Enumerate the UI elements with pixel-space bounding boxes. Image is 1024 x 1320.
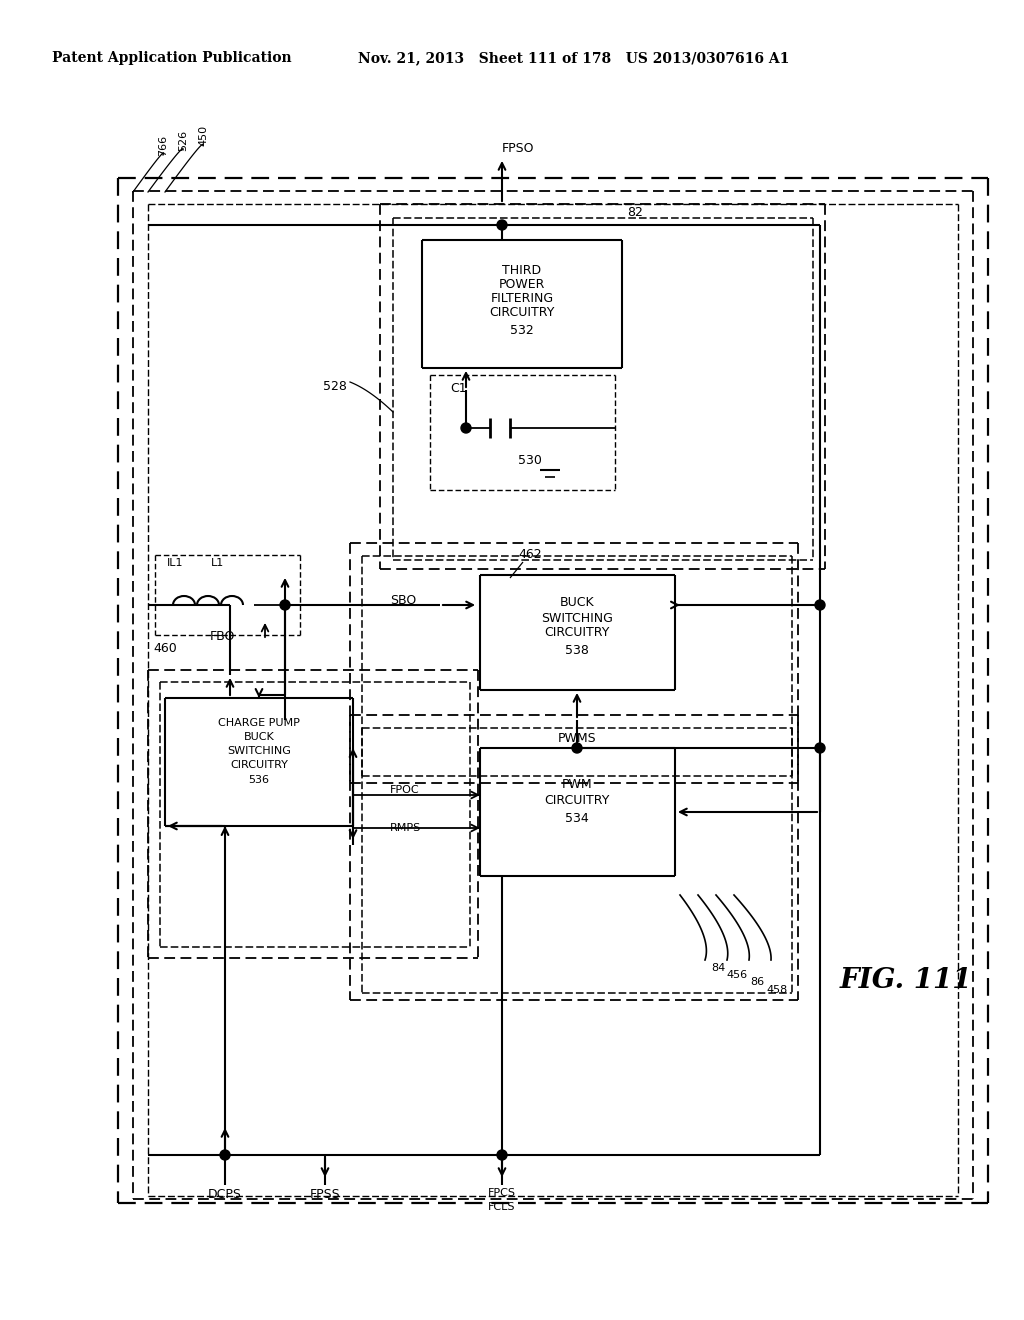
Text: 528: 528 [323, 380, 347, 393]
Text: 526: 526 [178, 129, 188, 150]
Text: CIRCUITRY: CIRCUITRY [230, 760, 288, 770]
Circle shape [461, 422, 471, 433]
Circle shape [497, 1150, 507, 1160]
Text: Patent Application Publication: Patent Application Publication [52, 51, 292, 65]
Circle shape [497, 220, 507, 230]
Text: L1: L1 [210, 558, 223, 568]
Text: 532: 532 [510, 323, 534, 337]
Text: Nov. 21, 2013   Sheet 111 of 178   US 2013/0307616 A1: Nov. 21, 2013 Sheet 111 of 178 US 2013/0… [358, 51, 790, 65]
Text: FBO: FBO [209, 631, 234, 644]
Text: 530: 530 [518, 454, 542, 466]
Text: CIRCUITRY: CIRCUITRY [489, 305, 555, 318]
Text: FPSO: FPSO [502, 141, 535, 154]
Circle shape [280, 601, 290, 610]
Text: RMPS: RMPS [390, 822, 421, 833]
Text: BUCK: BUCK [560, 597, 594, 610]
Circle shape [815, 743, 825, 752]
Text: SBO: SBO [390, 594, 416, 606]
Text: CIRCUITRY: CIRCUITRY [545, 627, 609, 639]
Text: 462: 462 [518, 549, 542, 561]
Text: POWER: POWER [499, 277, 545, 290]
Text: C1: C1 [450, 381, 467, 395]
Text: FPCS: FPCS [488, 1188, 516, 1199]
Text: IL1: IL1 [167, 558, 183, 568]
Text: 534: 534 [565, 812, 589, 825]
Text: PWM: PWM [562, 779, 592, 792]
Text: CHARGE PUMP: CHARGE PUMP [218, 718, 300, 729]
Text: FCLS: FCLS [488, 1203, 516, 1212]
Text: FPSS: FPSS [309, 1188, 340, 1201]
Text: BUCK: BUCK [244, 733, 274, 742]
Text: 450: 450 [198, 124, 208, 145]
Text: SWITCHING: SWITCHING [541, 611, 613, 624]
Text: FILTERING: FILTERING [490, 292, 554, 305]
Text: 456: 456 [726, 970, 748, 979]
Text: 458: 458 [766, 985, 787, 995]
Text: 84: 84 [711, 964, 725, 973]
Text: 460: 460 [154, 642, 177, 655]
Text: THIRD: THIRD [503, 264, 542, 276]
Circle shape [815, 601, 825, 610]
Text: FPOC: FPOC [390, 785, 420, 795]
Text: 86: 86 [750, 977, 764, 987]
Text: 536: 536 [249, 775, 269, 785]
Text: CIRCUITRY: CIRCUITRY [545, 793, 609, 807]
Text: FIG. 111: FIG. 111 [840, 966, 973, 994]
Text: 82: 82 [627, 206, 643, 219]
Text: SWITCHING: SWITCHING [227, 746, 291, 756]
Text: 766: 766 [158, 135, 168, 156]
Circle shape [220, 1150, 230, 1160]
Text: DCPS: DCPS [208, 1188, 242, 1201]
Circle shape [572, 743, 582, 752]
Text: 538: 538 [565, 644, 589, 656]
Text: PWMS: PWMS [558, 731, 596, 744]
